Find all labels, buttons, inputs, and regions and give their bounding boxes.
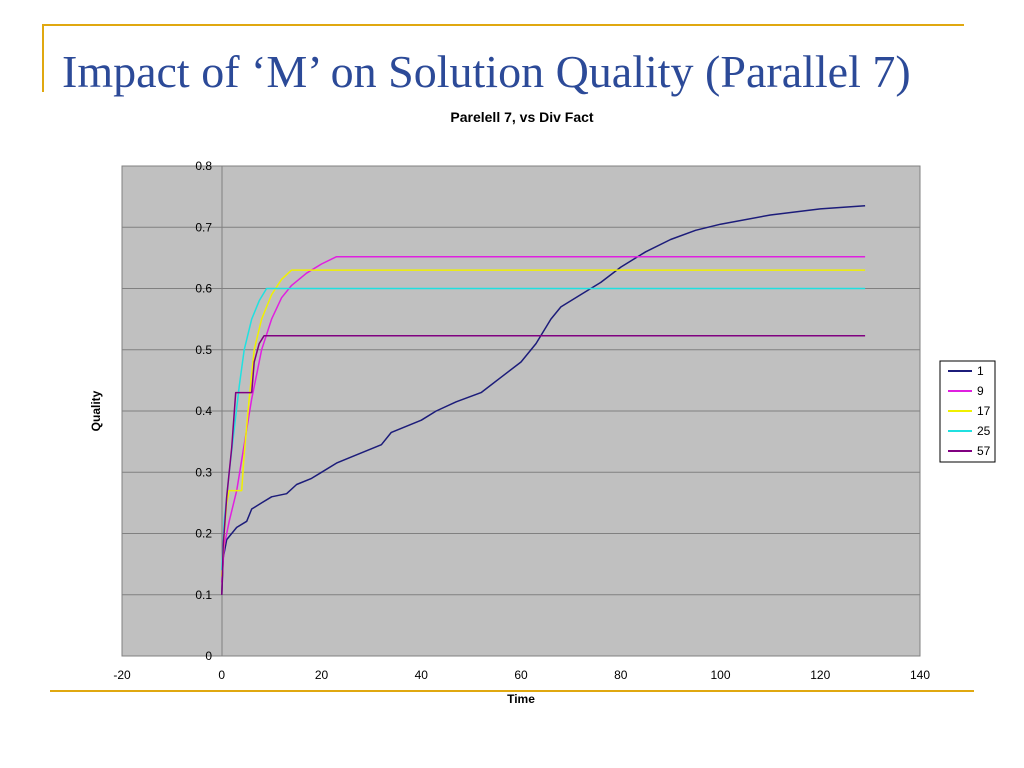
y-tick-labels: 0 0.1 0.2 0.3 0.4 0.5 0.6 0.7 0.8 <box>195 159 212 663</box>
series-line-9 <box>221 255 866 583</box>
x-tick-label: 100 <box>710 668 730 682</box>
x-axis-title: Time <box>507 692 535 706</box>
legend-item-9: 9 <box>948 384 984 398</box>
legend-label: 9 <box>977 384 984 398</box>
legend-item-1: 1 <box>948 364 984 378</box>
x-tick-label: 120 <box>810 668 830 682</box>
legend-label: 57 <box>977 444 991 458</box>
legend: 1 9 17 25 57 <box>939 360 996 463</box>
series-lines <box>221 205 866 595</box>
legend-label: 1 <box>977 364 984 378</box>
title-accent-vertical-line <box>42 24 44 92</box>
legend-item-25: 25 <box>948 424 991 438</box>
y-tick-label: 0.8 <box>195 159 212 173</box>
y-tick-label: 0.5 <box>195 343 212 357</box>
y-tick-label: 0.7 <box>195 220 212 234</box>
x-tick-label: 80 <box>614 668 628 682</box>
x-tick-label: -20 <box>113 668 131 682</box>
x-tick-labels: -20 0 20 40 60 80 100 120 140 <box>113 668 930 682</box>
y-axis-title: Quality <box>89 390 103 431</box>
series-line-1 <box>221 205 866 595</box>
grid-lines <box>122 226 920 596</box>
footer-accent-line <box>50 690 974 692</box>
title-accent-horizontal-line <box>42 24 964 26</box>
x-tick-label: 20 <box>315 668 329 682</box>
y-tick-label: 0.6 <box>195 282 212 296</box>
slide-title: Impact of ‘M’ on Solution Quality (Paral… <box>62 46 911 97</box>
x-tick-label: 60 <box>514 668 528 682</box>
legend-label: 25 <box>977 424 991 438</box>
y-tick-label: 0.4 <box>195 404 212 418</box>
legend-label: 17 <box>977 404 991 418</box>
y-tick-label: 0 <box>205 649 212 663</box>
x-tick-label: 0 <box>218 668 225 682</box>
chart-title: Parelell 7, vs Div Fact <box>450 109 594 125</box>
legend-item-57: 57 <box>948 444 991 458</box>
x-tick-label: 140 <box>910 668 930 682</box>
series-line-57 <box>221 334 866 595</box>
y-tick-label: 0.2 <box>195 527 212 541</box>
y-tick-label: 0.3 <box>195 465 212 479</box>
y-tick-label: 0.1 <box>195 588 212 602</box>
legend-item-17: 17 <box>948 404 991 418</box>
x-tick-label: 40 <box>415 668 429 682</box>
